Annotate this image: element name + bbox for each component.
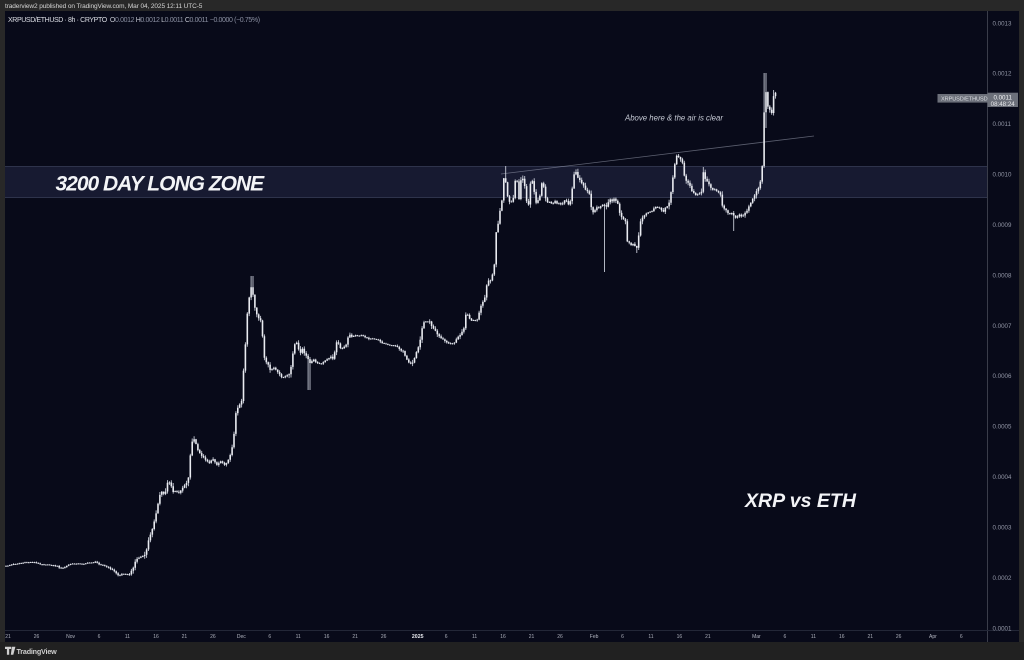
svg-text:0.0005: 0.0005: [993, 424, 1012, 431]
svg-text:16: 16: [153, 634, 159, 640]
svg-text:21: 21: [182, 634, 188, 640]
svg-text:16: 16: [500, 634, 506, 640]
svg-text:08:48:24: 08:48:24: [991, 101, 1016, 108]
svg-text:0.0006: 0.0006: [993, 373, 1012, 380]
svg-text:11: 11: [811, 634, 816, 640]
svg-text:26: 26: [34, 634, 40, 640]
svg-text:0.0013: 0.0013: [993, 20, 1012, 27]
svg-text:6: 6: [960, 634, 963, 640]
svg-text:21: 21: [5, 634, 11, 640]
svg-text:11: 11: [296, 634, 301, 640]
svg-text:21: 21: [868, 634, 874, 640]
svg-text:Feb: Feb: [590, 634, 599, 640]
svg-text:XRPUSD/ETHUSD: XRPUSD/ETHUSD: [941, 97, 988, 103]
svg-text:11: 11: [648, 634, 653, 640]
svg-text:0.0007: 0.0007: [993, 323, 1012, 330]
svg-text:0.0004: 0.0004: [993, 474, 1012, 481]
svg-text:21: 21: [705, 634, 711, 640]
svg-text:6: 6: [784, 634, 787, 640]
svg-text:6: 6: [445, 634, 448, 640]
svg-text:26: 26: [381, 634, 387, 640]
svg-text:0.0011: 0.0011: [993, 94, 1012, 101]
svg-text:0.0003: 0.0003: [993, 525, 1012, 532]
svg-text:6: 6: [268, 634, 271, 640]
svg-text:6: 6: [621, 634, 624, 640]
svg-text:0.0012: 0.0012: [993, 71, 1012, 78]
svg-text:11: 11: [472, 634, 477, 640]
svg-text:0.0011: 0.0011: [993, 121, 1012, 128]
svg-text:0.0002: 0.0002: [993, 575, 1012, 582]
svg-text:26: 26: [210, 634, 216, 640]
svg-text:TradingView: TradingView: [17, 647, 58, 656]
svg-text:0.0001: 0.0001: [993, 625, 1012, 632]
svg-text:16: 16: [677, 634, 683, 640]
svg-text:11: 11: [125, 634, 130, 640]
svg-text:21: 21: [352, 634, 358, 640]
svg-text:6: 6: [98, 634, 101, 640]
svg-text:XRP vs ETH: XRP vs ETH: [744, 490, 857, 512]
svg-text:0.0010: 0.0010: [993, 172, 1012, 179]
svg-text:16: 16: [324, 634, 330, 640]
svg-text:traderview2 published on Tradi: traderview2 published on TradingView.com…: [5, 3, 203, 10]
svg-text:XRPUSD/ETHUSD · 8h · CRYPTO O: XRPUSD/ETHUSD · 8h · CRYPTO O0.0012 H0.0…: [8, 17, 260, 24]
svg-text:Mar: Mar: [752, 634, 761, 640]
svg-text:Above here & the air is clear: Above here & the air is clear: [624, 114, 723, 123]
svg-text:Dec: Dec: [237, 634, 246, 640]
svg-text:26: 26: [896, 634, 902, 640]
svg-text:2025: 2025: [412, 634, 424, 640]
svg-text:0.0008: 0.0008: [993, 272, 1012, 279]
svg-text:Nov: Nov: [66, 634, 75, 640]
svg-text:21: 21: [529, 634, 535, 640]
svg-text:3200 DAY LONG ZONE: 3200 DAY LONG ZONE: [56, 173, 266, 196]
svg-text:Apr: Apr: [929, 634, 937, 640]
svg-text:16: 16: [839, 634, 845, 640]
svg-text:26: 26: [557, 634, 563, 640]
svg-text:0.0009: 0.0009: [993, 222, 1012, 229]
